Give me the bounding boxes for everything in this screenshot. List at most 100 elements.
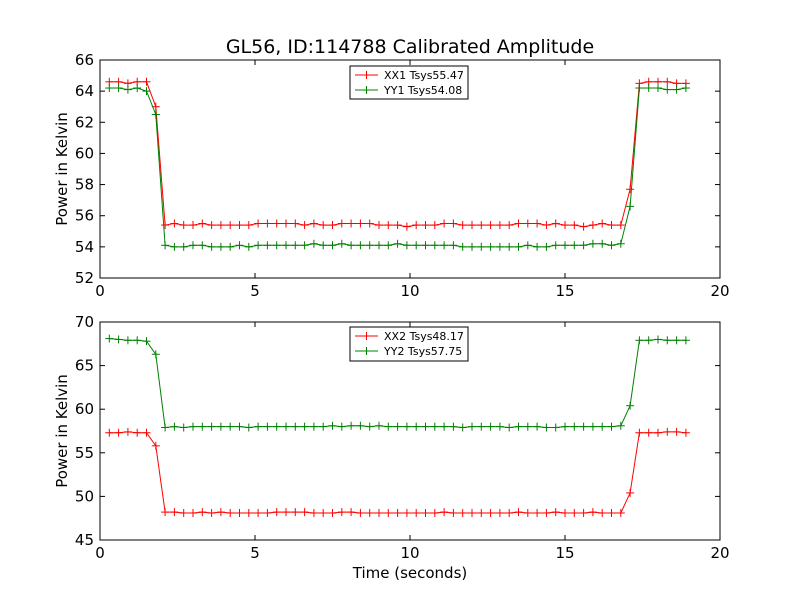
bottom-series-1-point (263, 508, 272, 517)
top-series-1-point (458, 221, 467, 230)
bottom-series-1-point (458, 508, 467, 517)
bottom-series-2-point (486, 422, 495, 431)
top-series-1-point (170, 219, 179, 228)
top-legend-label: YY1 Tsys54.08 (383, 84, 462, 97)
top-series-1-point (328, 221, 337, 230)
top-series-2-point (579, 241, 588, 250)
bottom-series-2-point (189, 422, 197, 431)
top-series-2-point (626, 202, 635, 211)
top-series-1-point (216, 221, 225, 230)
top-series-2-point (523, 241, 532, 250)
bottom-legend-label: YY2 Tsys57.75 (383, 345, 462, 358)
bottom-series-1-point (523, 508, 532, 517)
top-series-2-point (291, 241, 300, 250)
top-series-1-point (226, 221, 235, 230)
top-y-tick-label: 54 (75, 238, 94, 256)
bottom-series-2-point (412, 422, 421, 431)
top-series-1-point (300, 221, 309, 230)
top-series-2-point (495, 242, 504, 251)
bottom-series-2-point (254, 422, 263, 431)
top-legend-box (349, 65, 469, 100)
bottom-series-1-point (328, 508, 337, 517)
bottom-series-2-point (207, 422, 216, 431)
top-series-1-point (375, 221, 383, 230)
bottom-ticks: 0 5 10 15 20 45 50 55 60 65 70 (75, 313, 730, 562)
bottom-series-1-point (598, 508, 607, 517)
bottom-series-2-point (384, 422, 393, 431)
top-series-2-point (235, 241, 244, 250)
bottom-x-tick-label: 20 (710, 544, 729, 562)
top-series-2-point (309, 239, 318, 248)
top-x-tick-label: 5 (250, 282, 260, 300)
bottom-series-1-point (654, 428, 662, 437)
bottom-x-tick-label: 15 (555, 544, 574, 562)
top-series-2-point (170, 242, 179, 251)
top-series-2-point (421, 241, 430, 250)
top-series-2-point (477, 242, 486, 251)
bottom-series-2-point (523, 422, 532, 431)
bottom-series-1-point (412, 508, 421, 517)
bottom-series-1-point (561, 508, 569, 517)
bottom-series-2-point (477, 422, 486, 431)
top-series-1-point (189, 221, 197, 230)
top-y-tick-label: 62 (75, 113, 94, 131)
bottom-series-2-point (151, 350, 160, 359)
bottom-series-2-point (449, 422, 458, 431)
bottom-series-2-point (579, 422, 588, 431)
top-series-2-point (198, 241, 207, 250)
bottom-x-axis-label: Time (seconds) (352, 564, 468, 582)
top-series-2-point (505, 242, 514, 251)
top-series-1-point (142, 77, 151, 86)
top-series-2-point (226, 242, 235, 251)
bottom-series-2-point (328, 421, 337, 430)
bottom-y-tick-label: 60 (75, 400, 94, 418)
top-series-2-point (393, 239, 402, 248)
top-y-tick-label: 60 (75, 144, 94, 162)
bottom-series-1-point (151, 441, 160, 450)
bottom-x-tick-label: 5 (250, 544, 260, 562)
bottom-series-1-point (198, 508, 207, 517)
top-series-2-point (412, 241, 421, 250)
top-series-1-point (430, 221, 439, 230)
bottom-series-2-point (319, 422, 328, 431)
bottom-y-axis-label: Power in Kelvin (53, 374, 71, 488)
bottom-series-2-point (635, 336, 644, 345)
top-series-2-point (207, 242, 216, 251)
top-series-2-point (189, 241, 197, 250)
bottom-legend: XX2 Tsys48.17 YY2 Tsys57.75 (349, 326, 469, 362)
top-series-2-point (458, 242, 467, 251)
top-series-2-point (151, 110, 160, 119)
top-series-1-point (607, 221, 616, 230)
top-series-2-point (365, 241, 374, 250)
bottom-series-2-point (356, 421, 365, 430)
top-series-2-point (142, 87, 151, 96)
bottom-series-1-point (663, 427, 672, 436)
top-legend-entry: YY1 Tsys54.08 (355, 84, 462, 97)
top-series-2-point (402, 241, 411, 250)
bottom-series-1-point (486, 508, 495, 517)
top-series-1-point (626, 185, 635, 194)
bottom-series-1-point (207, 508, 216, 517)
bottom-series-2-point (161, 423, 170, 432)
bottom-series-2-point (468, 422, 476, 431)
bottom-series-1-point (161, 508, 170, 517)
top-series-1-point (263, 219, 272, 228)
top-series-1-point (291, 219, 300, 228)
bottom-legend-label: XX2 Tsys48.17 (384, 330, 464, 343)
bottom-series-1-point (282, 508, 290, 517)
bottom-legend-box (349, 326, 469, 362)
bottom-series-1-point (542, 508, 551, 517)
bottom-series-1-point (347, 508, 356, 517)
bottom-series-2-point (495, 422, 504, 431)
bottom-series-1-point (626, 488, 635, 497)
top-series-1-point (356, 219, 365, 228)
top-series-2-point (161, 241, 170, 250)
bottom-series-2-point (123, 336, 132, 345)
top-ticks: 0 5 10 15 20 52 54 56 58 60 62 64 66 (75, 51, 730, 300)
top-series-1-point (533, 219, 542, 228)
bottom-legend-entry: XX2 Tsys48.17 (355, 330, 464, 343)
chart-title: GL56, ID:114788 Calibrated Amplitude (226, 36, 594, 58)
bottom-panel: 0 5 10 15 20 45 50 55 60 65 70 Power in Kelvin Tim… (53, 313, 730, 582)
bottom-series-1-point (421, 508, 430, 517)
